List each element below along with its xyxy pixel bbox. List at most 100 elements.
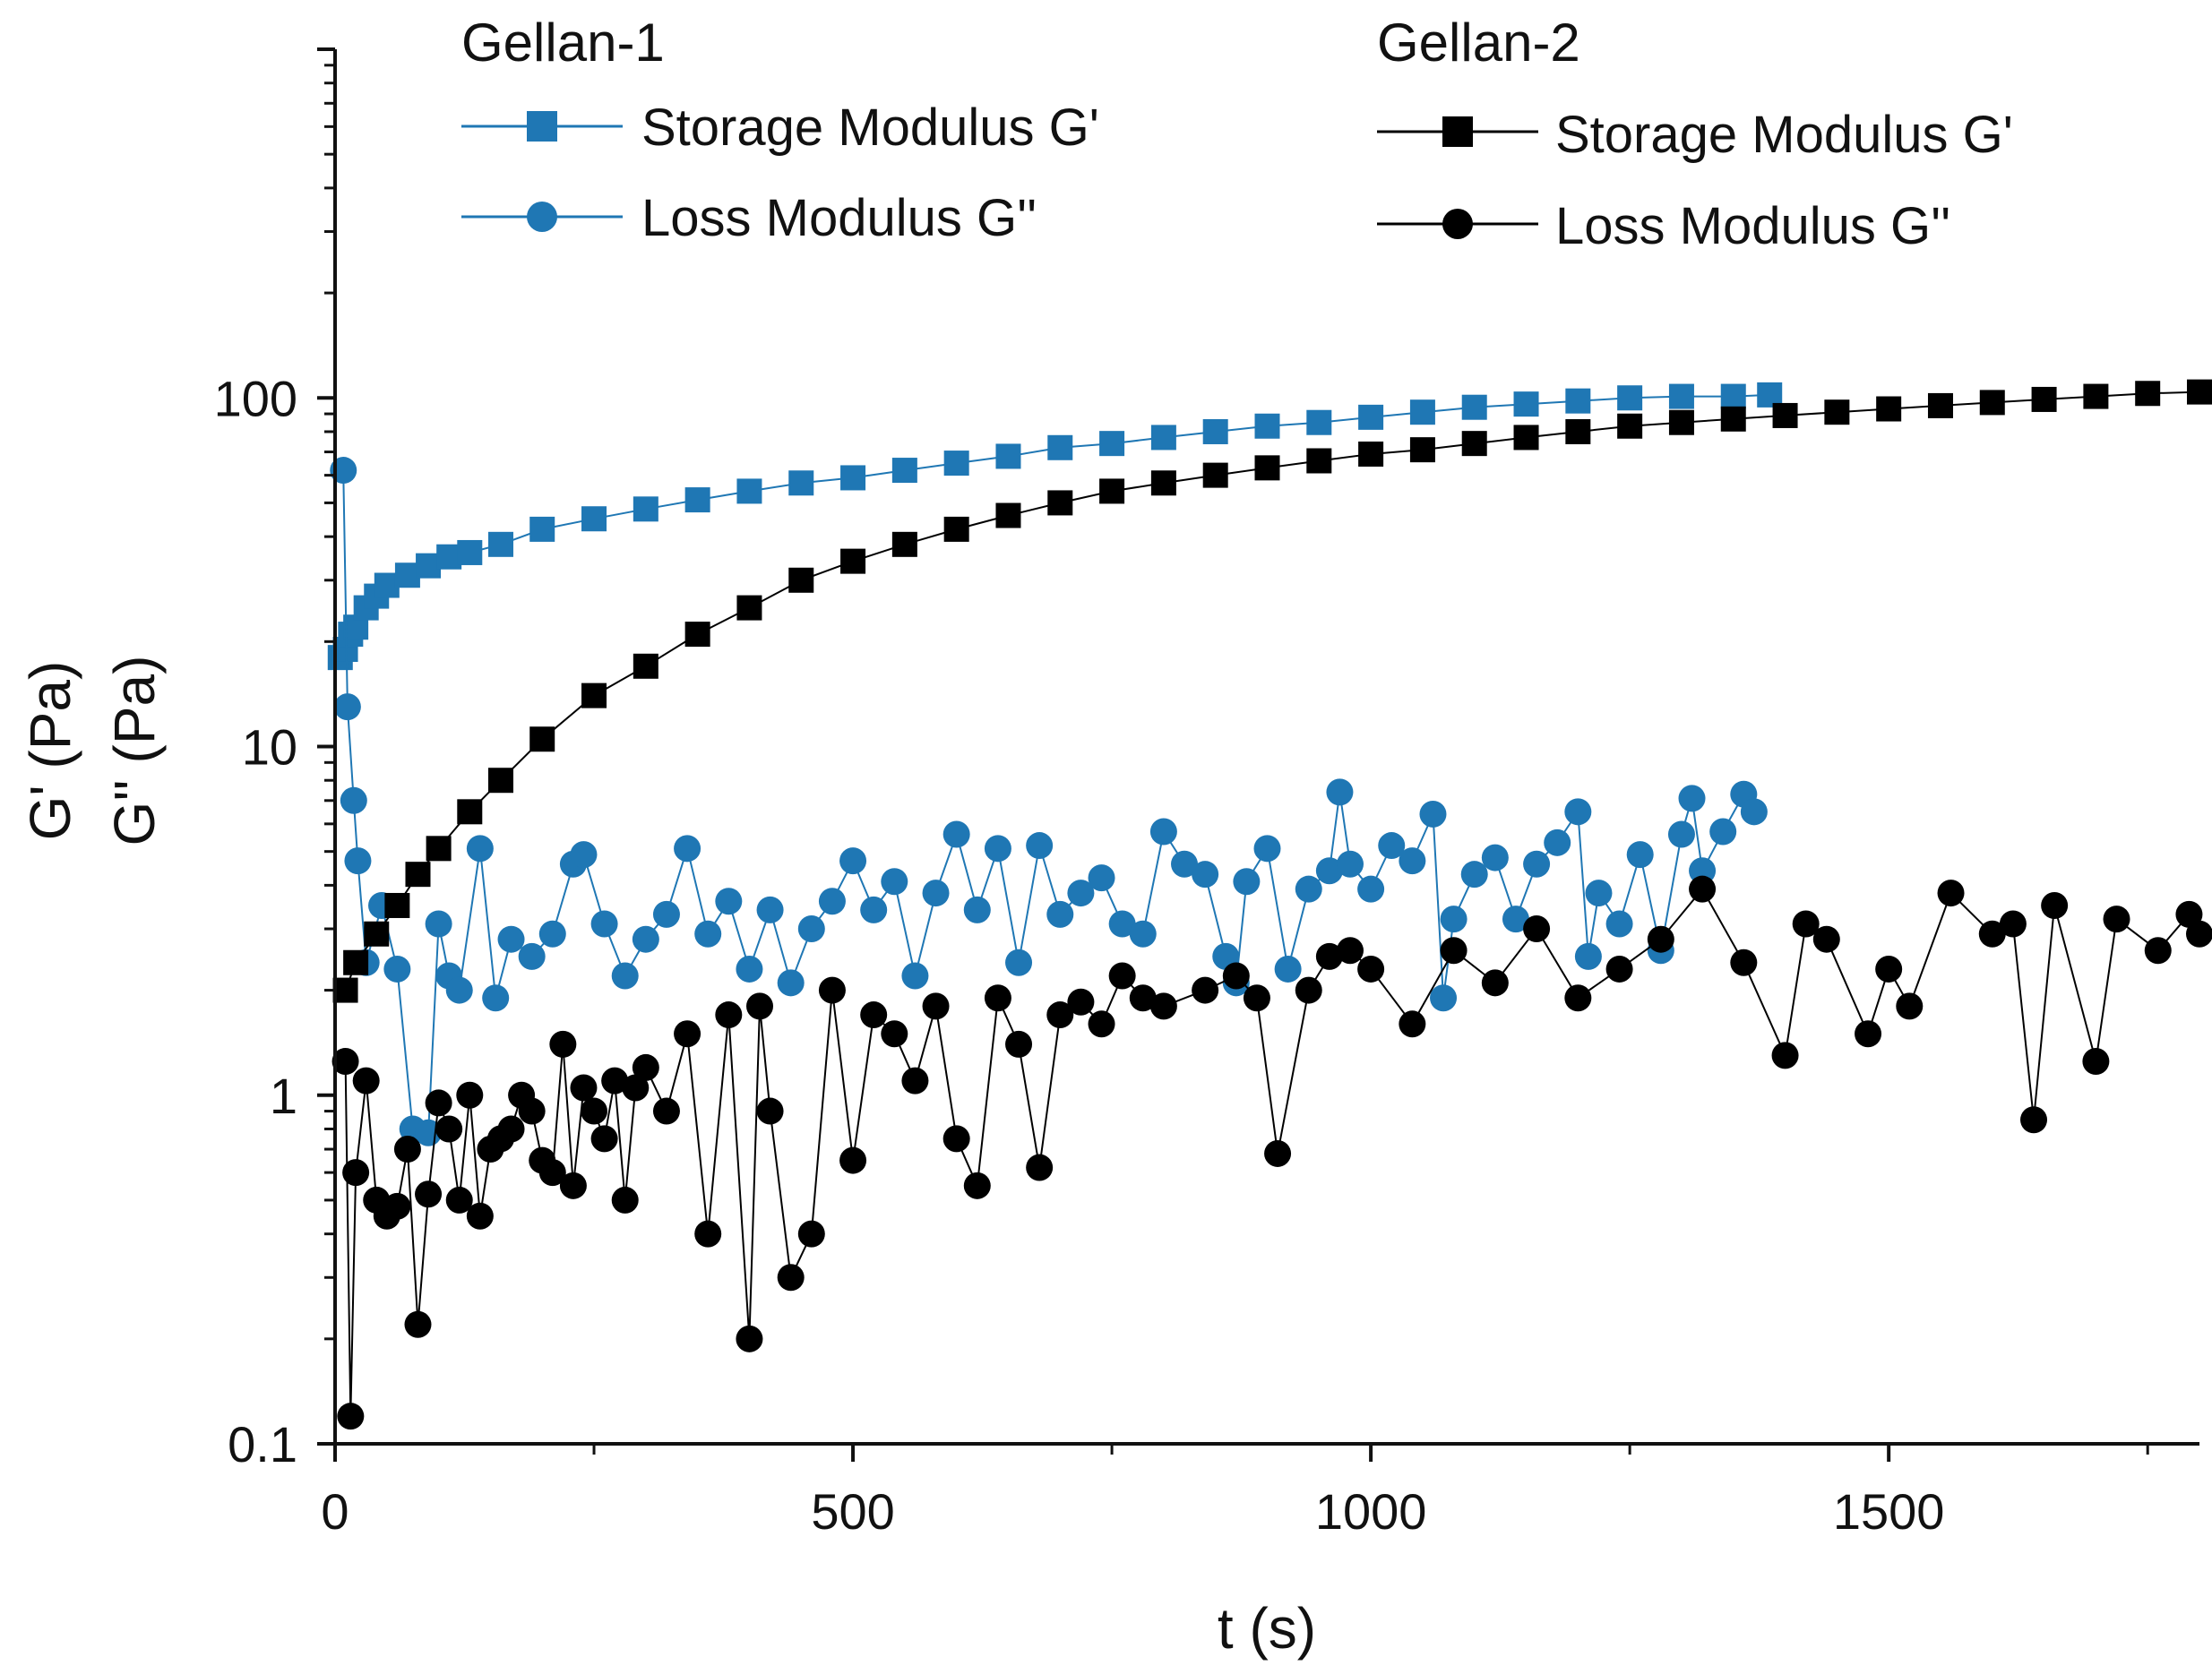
data-point-circle	[1740, 798, 1768, 826]
data-point-circle	[1978, 920, 2006, 948]
data-point-square	[1409, 437, 1435, 463]
data-point-square	[1772, 402, 1798, 428]
data-point-circle	[652, 900, 680, 928]
data-point-square	[891, 458, 917, 484]
data-point-square	[581, 682, 607, 708]
data-point-circle	[466, 1202, 494, 1230]
data-point-square	[364, 921, 390, 947]
data-point-circle	[1896, 992, 1924, 1020]
data-point-square	[1461, 431, 1487, 457]
series-0	[327, 382, 1783, 671]
data-point-circle	[1544, 828, 1571, 856]
y-axis-title-line-2: G'' (Pa)	[102, 656, 167, 846]
data-point-circle	[404, 1310, 432, 1338]
data-point-circle	[1243, 984, 1270, 1012]
legend-label-gellan-2-storage: Storage Modulus G'	[1555, 106, 2013, 164]
data-point-square	[457, 539, 483, 565]
data-point-square	[1099, 478, 1125, 504]
data-point-circle	[340, 786, 367, 814]
data-point-square	[581, 506, 607, 532]
data-point-circle	[2103, 906, 2130, 933]
x-axis-title: t (s)	[1218, 1596, 1316, 1661]
data-point-circle	[777, 1264, 805, 1292]
data-point-circle	[2082, 1048, 2110, 1076]
data-point-circle	[1295, 875, 1322, 903]
data-point-circle	[1523, 915, 1551, 943]
data-point-circle	[1647, 925, 1674, 953]
y-tick-label: 10	[242, 719, 297, 776]
data-point-square	[405, 862, 431, 888]
data-point-square	[788, 567, 814, 593]
data-point-square	[736, 478, 762, 504]
data-point-circle	[1855, 1020, 1882, 1048]
data-point-circle	[1088, 864, 1115, 892]
data-point-circle	[518, 942, 546, 970]
data-point-circle	[756, 896, 784, 923]
data-point-square	[1202, 418, 1228, 444]
data-point-circle	[1274, 955, 1302, 983]
data-point-circle	[549, 1030, 577, 1058]
data-point-circle	[736, 955, 763, 983]
data-point-square	[1565, 418, 1591, 444]
data-point-circle	[497, 925, 525, 953]
data-point-circle	[570, 841, 598, 869]
data-point-circle	[445, 1186, 473, 1214]
legend-title-gellan-2: Gellan-2	[1377, 13, 1580, 73]
data-point-square	[788, 470, 814, 496]
data-point-circle	[1067, 880, 1095, 907]
data-point-circle	[1264, 1139, 1292, 1167]
data-point-circle	[715, 1001, 743, 1029]
series-2	[332, 379, 2212, 1003]
data-point-circle	[746, 992, 774, 1020]
data-point-circle	[1440, 906, 1467, 933]
data-point-circle	[2041, 891, 2069, 919]
data-point-circle	[652, 1097, 680, 1125]
data-point-square	[1668, 409, 1694, 435]
data-point-circle	[1937, 880, 1965, 907]
data-point-circle	[1771, 1042, 1799, 1069]
data-point-circle	[694, 1220, 722, 1248]
data-point-circle	[518, 1097, 546, 1125]
data-point-square	[1565, 388, 1591, 414]
data-point-square	[487, 768, 513, 794]
legend-group-gellan-1: Gellan-1 Storage Modulus G' Loss Modulus…	[461, 13, 1099, 247]
data-point-circle	[1149, 818, 1177, 846]
data-point-circle	[342, 1159, 370, 1187]
data-point-circle	[611, 1186, 639, 1214]
legend-label-gellan-1-loss: Loss Modulus G''	[641, 189, 1037, 247]
data-point-circle	[1419, 800, 1447, 828]
data-point-circle	[1564, 984, 1592, 1012]
data-point-square	[995, 502, 1021, 528]
data-point-circle	[1108, 910, 1136, 938]
data-point-circle	[674, 1020, 701, 1048]
data-point-square	[1617, 385, 1643, 411]
data-point-circle	[1574, 942, 1602, 970]
ticks-layer: 0 500 1000 1500 0.1 1 10 100	[214, 47, 2149, 1540]
data-point-circle	[1875, 955, 1903, 983]
data-point-circle	[1192, 976, 1219, 1004]
data-point-circle	[1005, 1030, 1033, 1058]
data-point-square	[1668, 383, 1694, 409]
data-point-circle	[2020, 1106, 2048, 1134]
data-point-circle	[425, 910, 452, 938]
data-point-circle	[333, 693, 361, 721]
data-point-circle	[839, 847, 867, 875]
data-point-square	[1047, 490, 1073, 516]
data-point-circle	[1315, 942, 1343, 970]
data-point-square	[2083, 383, 2109, 409]
data-point-square	[1358, 404, 1384, 430]
data-point-circle	[632, 925, 659, 953]
data-point-circle	[383, 955, 411, 983]
data-point-circle	[538, 920, 566, 948]
data-point-circle	[1999, 910, 2027, 938]
data-point-circle	[1046, 900, 1074, 928]
data-point-circle	[674, 835, 701, 863]
data-point-circle	[901, 962, 929, 990]
data-point-circle	[1502, 906, 1529, 933]
data-point-square	[487, 531, 513, 557]
data-point-square	[943, 451, 969, 476]
data-point-circle	[337, 1403, 365, 1430]
data-point-circle	[1812, 925, 1840, 953]
data-point-circle	[1378, 832, 1406, 860]
data-point-square	[1254, 455, 1280, 481]
